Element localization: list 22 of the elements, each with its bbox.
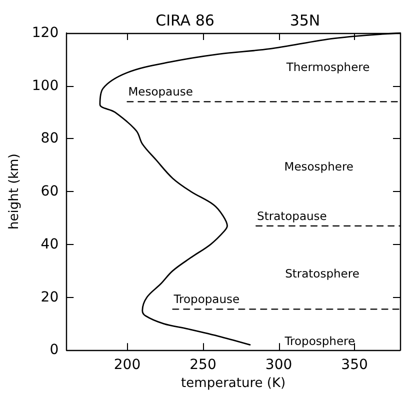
y-tick-label: 20 xyxy=(40,289,59,306)
series-label: Mesopause xyxy=(128,84,193,99)
y-tick-label: 100 xyxy=(32,78,59,94)
series-label: Tropopause xyxy=(172,292,240,306)
x-axis-title: temperature (K) xyxy=(181,376,286,391)
y-tick-label: 0 xyxy=(50,342,59,358)
x-tick-label: 300 xyxy=(265,357,292,374)
annotation: Stratosphere xyxy=(285,266,360,280)
chart-subtitle: 35N xyxy=(290,12,320,30)
annotation: Troposphere xyxy=(284,334,356,348)
x-tick-label: 250 xyxy=(190,357,216,374)
chart-title: CIRA 86 xyxy=(156,12,214,30)
y-tick-label: 120 xyxy=(32,25,59,41)
annotation: Mesosphere xyxy=(284,159,354,174)
y-tick-label: 40 xyxy=(40,236,59,252)
x-tick-label: 200 xyxy=(114,357,141,374)
annotation: Thermosphere xyxy=(285,60,370,74)
x-tick-label: 350 xyxy=(341,357,368,374)
y-tick-label: 80 xyxy=(40,130,59,147)
series-label: Stratopause xyxy=(257,208,327,223)
y-tick-label: 60 xyxy=(40,184,59,200)
y-axis-title: height (km) xyxy=(7,154,22,230)
